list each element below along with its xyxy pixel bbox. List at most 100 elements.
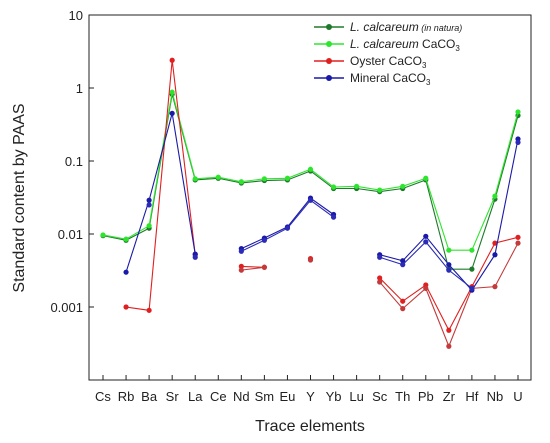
legend: L. calcareum (in natura) L. calcareum CaC… bbox=[314, 20, 462, 87]
data-point bbox=[469, 285, 475, 291]
series-line bbox=[241, 197, 334, 250]
y-tick-label: 10 bbox=[69, 8, 83, 23]
series-line bbox=[241, 265, 265, 268]
legend-swatch-marker bbox=[326, 41, 332, 47]
x-tick-label: U bbox=[513, 389, 522, 404]
data-point bbox=[515, 139, 521, 145]
x-tick-label: La bbox=[188, 389, 203, 404]
data-point bbox=[192, 176, 198, 182]
x-tick-label: Nb bbox=[487, 389, 504, 404]
data-point bbox=[330, 214, 337, 220]
x-tick-label: Ce bbox=[210, 389, 227, 404]
series-1 bbox=[100, 89, 521, 253]
data-point bbox=[146, 307, 152, 313]
series-2 bbox=[123, 57, 521, 333]
data-point bbox=[515, 109, 521, 115]
data-point bbox=[423, 285, 429, 291]
series-0 bbox=[100, 91, 521, 272]
data-point bbox=[492, 252, 498, 258]
series-line bbox=[125, 113, 196, 273]
data-point bbox=[515, 234, 521, 240]
x-axis-title: Trace elements bbox=[255, 418, 365, 435]
legend-entry: Mineral CaCO3 bbox=[350, 71, 431, 87]
data-point bbox=[169, 89, 175, 95]
data-point bbox=[123, 269, 129, 275]
y-axis-title: Standard content by PAAS bbox=[11, 103, 28, 292]
x-tick-label: Eu bbox=[279, 389, 295, 404]
data-point bbox=[330, 184, 337, 190]
series-4 bbox=[123, 110, 521, 293]
data-point bbox=[169, 57, 175, 63]
data-point bbox=[446, 267, 452, 273]
x-tick-label: Pb bbox=[418, 389, 434, 404]
legend-entry: Oyster CaCO3 bbox=[350, 54, 427, 70]
data-point bbox=[261, 176, 267, 182]
x-tick-label: Y bbox=[306, 389, 315, 404]
data-point bbox=[377, 187, 383, 193]
y-tick-label: 0.001 bbox=[50, 300, 83, 315]
x-tick-label: Sr bbox=[166, 389, 180, 404]
x-tick-label: Rb bbox=[118, 389, 135, 404]
data-point bbox=[307, 197, 314, 203]
y-axis: 0.001 0.01 0.1 1 10 bbox=[50, 8, 94, 315]
data-point bbox=[261, 264, 267, 270]
data-point bbox=[400, 262, 406, 268]
data-point bbox=[469, 247, 475, 253]
series-5 bbox=[146, 139, 521, 291]
data-point bbox=[169, 110, 175, 116]
series-layer bbox=[100, 57, 521, 349]
data-point bbox=[146, 223, 152, 229]
data-point bbox=[307, 166, 314, 172]
data-point bbox=[446, 327, 452, 333]
x-tick-label: Th bbox=[395, 389, 410, 404]
data-point bbox=[238, 267, 244, 273]
data-point bbox=[123, 236, 129, 242]
series-line bbox=[379, 241, 473, 289]
data-point bbox=[238, 263, 244, 269]
data-point bbox=[400, 298, 406, 304]
data-point bbox=[238, 248, 244, 254]
series-3 bbox=[238, 240, 521, 349]
series-line bbox=[102, 94, 519, 270]
data-point bbox=[377, 279, 383, 285]
data-point bbox=[469, 266, 475, 272]
x-tick-label: Cs bbox=[95, 389, 111, 404]
y-tick-label: 1 bbox=[76, 81, 83, 96]
data-point bbox=[215, 174, 221, 180]
data-point bbox=[284, 225, 291, 231]
data-point bbox=[146, 197, 152, 203]
data-point bbox=[261, 237, 267, 243]
data-point bbox=[423, 233, 429, 239]
x-tick-label: Sc bbox=[372, 389, 388, 404]
x-tick-label: Zr bbox=[443, 389, 456, 404]
data-point bbox=[400, 183, 406, 189]
data-point bbox=[446, 262, 452, 268]
data-point bbox=[400, 306, 406, 312]
legend-swatch-marker bbox=[326, 75, 332, 81]
data-point bbox=[100, 232, 106, 238]
data-point bbox=[377, 275, 383, 281]
legend-entry: L. calcareum CaCO3 bbox=[350, 37, 460, 53]
data-point bbox=[515, 240, 521, 246]
data-point bbox=[354, 183, 360, 189]
y-tick-label: 0.01 bbox=[58, 227, 83, 242]
legend-swatch-marker bbox=[326, 58, 332, 64]
data-point bbox=[123, 304, 129, 310]
data-point bbox=[238, 179, 244, 185]
data-point bbox=[446, 343, 452, 349]
series-line bbox=[125, 60, 196, 311]
data-point bbox=[423, 239, 429, 245]
data-point bbox=[146, 202, 152, 208]
x-axis: Cs Rb Ba Sr La Ce Nd Sm Eu Y Yb Lu Sc Th Pb Zr Hf Nb U bbox=[95, 375, 523, 404]
data-point bbox=[492, 284, 498, 290]
x-tick-label: Lu bbox=[349, 389, 363, 404]
x-tick-label: Sm bbox=[255, 389, 275, 404]
x-tick-label: Ba bbox=[141, 389, 158, 404]
data-point bbox=[377, 254, 383, 260]
legend-entry: L. calcareum (in natura) bbox=[350, 20, 462, 34]
x-tick-label: Nd bbox=[233, 389, 250, 404]
data-point bbox=[446, 247, 452, 253]
legend-swatch-marker bbox=[326, 24, 332, 30]
data-point bbox=[400, 258, 406, 264]
